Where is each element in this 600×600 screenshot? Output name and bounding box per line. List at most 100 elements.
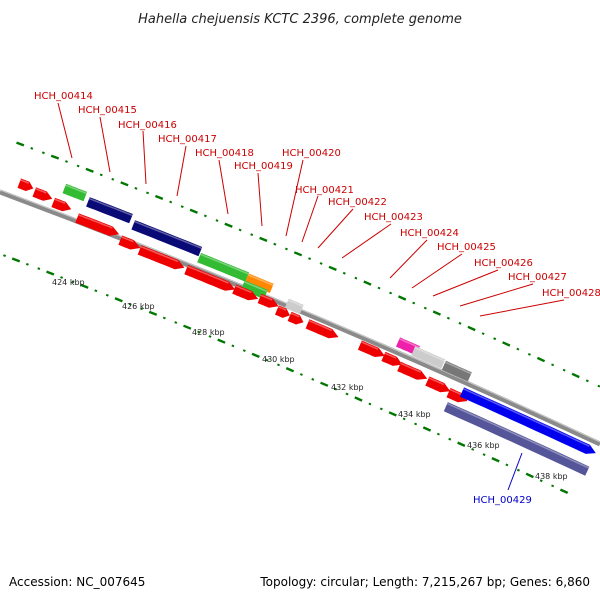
tick-mark — [516, 468, 520, 472]
tick-mark — [30, 147, 34, 150]
gene-feature[interactable] — [305, 319, 339, 339]
label-leader-line — [57, 102, 73, 159]
gene-feature-hch-00418[interactable] — [197, 252, 250, 282]
scale-label: 434 kbp — [398, 410, 431, 419]
tick-mark — [273, 242, 277, 246]
gene-feature-gloss — [187, 265, 229, 284]
tick-mark — [345, 392, 349, 396]
tick-mark — [231, 344, 235, 348]
tick-mark — [467, 325, 476, 332]
gene-feature[interactable] — [287, 311, 304, 325]
gene-feature[interactable] — [184, 264, 236, 291]
gene-feature-gloss — [463, 388, 590, 447]
gene-feature-hch-00426[interactable] — [441, 360, 472, 382]
gene-label-hch-00417[interactable]: HCH_00417 — [158, 134, 217, 145]
gene-feature-hch-00429[interactable] — [443, 402, 590, 476]
tick-mark — [94, 289, 98, 293]
gene-feature-gloss — [200, 253, 249, 275]
tick-mark — [505, 463, 509, 467]
tick-mark — [502, 341, 511, 347]
gene-label-hch-00426[interactable]: HCH_00426 — [474, 258, 533, 269]
gene-feature-gloss — [54, 198, 66, 205]
gene-feature[interactable] — [275, 305, 290, 318]
gene-feature[interactable] — [51, 197, 72, 212]
tick-mark — [457, 441, 466, 447]
gene-feature[interactable] — [257, 293, 279, 308]
tick-mark — [16, 141, 25, 147]
gene-feature-gloss — [260, 294, 273, 301]
gene-feature[interactable] — [446, 388, 468, 403]
tick-mark — [189, 208, 198, 214]
scale-label: 426 kbp — [122, 302, 155, 311]
label-leader-line — [142, 130, 147, 185]
tick-mark — [293, 251, 303, 257]
tick-mark — [539, 479, 543, 483]
tick-mark — [536, 356, 546, 363]
gene-feature[interactable] — [397, 361, 428, 380]
tick-mark — [80, 283, 89, 289]
gene-label-hch-00415[interactable]: HCH_00415 — [78, 105, 137, 116]
gene-feature[interactable] — [32, 187, 53, 201]
tick-mark — [174, 321, 178, 324]
tick-mark — [154, 194, 164, 201]
gene-feature[interactable] — [425, 376, 451, 393]
gene-label-hch-00428[interactable]: HCH_00428 — [542, 288, 600, 299]
tick-mark — [379, 407, 383, 411]
gene-feature[interactable] — [137, 245, 185, 270]
gene-feature-gloss — [399, 338, 420, 349]
gene-label-hch-00429[interactable]: HCH_00429 — [473, 495, 532, 506]
tick-mark — [41, 151, 45, 155]
tick-mark — [162, 316, 166, 320]
gene-labels: HCH_00414 HCH_00415 HCH_00416 HCH_00417 … — [34, 91, 600, 506]
gene-feature-hch-00414[interactable] — [62, 183, 88, 202]
gene-feature-hch-00420[interactable] — [284, 298, 304, 315]
tick-mark — [334, 387, 338, 391]
gene-feature-gloss — [121, 236, 134, 243]
gene-feature[interactable] — [459, 387, 596, 454]
gene-label-hch-00422[interactable]: HCH_00422 — [328, 197, 387, 208]
tick-mark — [398, 295, 407, 301]
tick-mark — [308, 257, 312, 261]
tick-mark — [259, 236, 268, 243]
gene-label-hch-00423[interactable]: HCH_00423 — [364, 212, 423, 223]
gene-label-hch-00416[interactable]: HCH_00416 — [118, 120, 177, 131]
tick-mark — [389, 291, 393, 295]
tick-mark — [183, 324, 192, 330]
tick-mark — [319, 262, 323, 265]
gene-label-hch-00421[interactable]: HCH_00421 — [295, 185, 354, 196]
tick-mark — [388, 411, 397, 417]
scale-label: 438 kbp — [535, 472, 568, 481]
tick-mark — [471, 447, 475, 451]
gene-feature-gloss — [65, 184, 87, 195]
gene-features — [17, 178, 596, 476]
gene-feature-gloss — [243, 281, 268, 292]
scale-labels: 424 kbp 426 kbp 428 kbp 430 kbp 432 kbp … — [52, 278, 568, 481]
gene-feature[interactable] — [232, 284, 259, 301]
gene-label-hch-00418[interactable]: HCH_00418 — [195, 148, 254, 159]
gene-feature[interactable] — [357, 340, 385, 358]
gene-feature-hch-00416[interactable] — [131, 220, 203, 257]
tick-mark — [242, 349, 246, 353]
gene-feature[interactable] — [240, 280, 268, 300]
gene-feature-gloss — [414, 346, 445, 362]
gene-label-hch-00424[interactable]: HCH_00424 — [400, 228, 459, 239]
gene-feature-hch-00415[interactable] — [86, 197, 133, 224]
gene-feature-gloss — [308, 320, 333, 332]
gene-feature-hch-00425[interactable] — [411, 346, 446, 369]
tick-mark — [311, 377, 315, 381]
gene-feature[interactable] — [17, 178, 34, 192]
gene-label-hch-00427[interactable]: HCH_00427 — [508, 272, 567, 283]
tick-mark — [320, 381, 329, 387]
gene-feature[interactable] — [75, 213, 120, 236]
gene-label-hch-00414[interactable]: HCH_00414 — [34, 91, 93, 102]
gene-feature-hch-00419[interactable] — [244, 273, 274, 293]
gene-label-hch-00425[interactable]: HCH_00425 — [437, 242, 496, 253]
gene-label-hch-00420[interactable]: HCH_00420 — [282, 148, 341, 159]
tick-mark — [140, 307, 143, 311]
tick-mark — [481, 332, 485, 336]
tick-mark — [448, 437, 452, 441]
gene-feature[interactable] — [381, 351, 403, 366]
scale-label: 428 kbp — [192, 328, 225, 337]
gene-label-hch-00419[interactable]: HCH_00419 — [234, 161, 293, 172]
gene-feature[interactable] — [118, 235, 141, 250]
